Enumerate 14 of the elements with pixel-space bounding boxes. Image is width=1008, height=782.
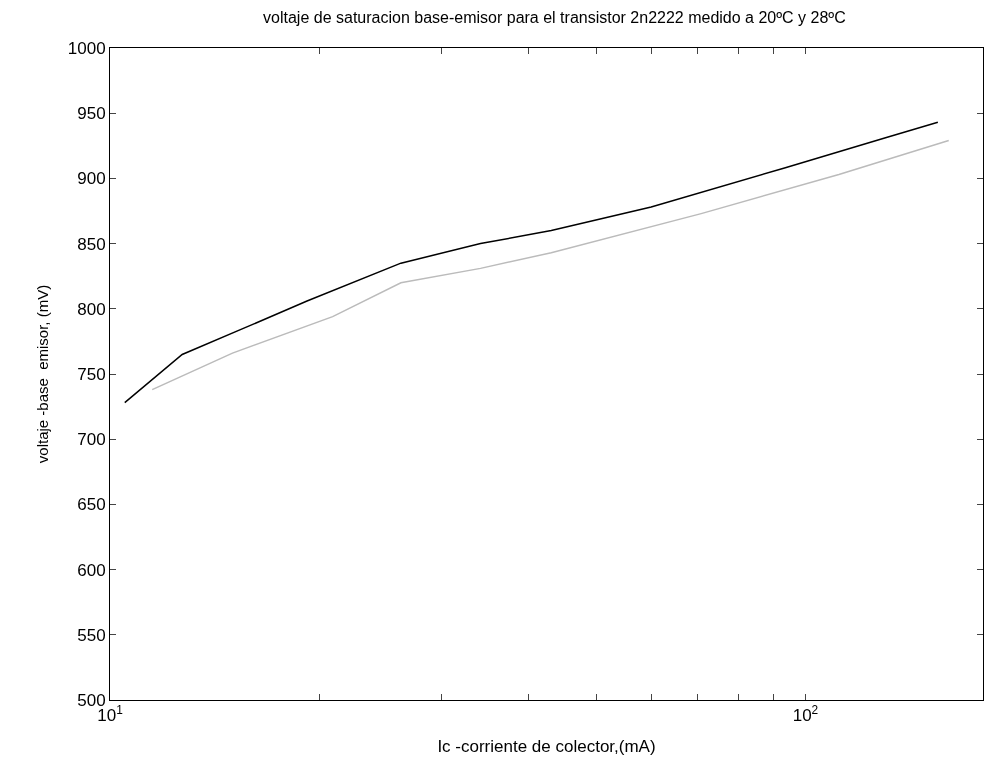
x-axis-title: Ic -corriente de colector,(mA): [437, 736, 656, 756]
y-axis-title: voltaje -base emisor, (mV): [34, 284, 52, 464]
y-tick-label: 600: [77, 560, 106, 580]
y-tick-label: 900: [77, 169, 106, 189]
y-tick-label: 700: [77, 430, 106, 450]
y-tick-label: 950: [77, 104, 106, 124]
chart-title: voltaje de saturacion base-emisor para el transistor 2n2222 medido a 20ºC y 28ºC: [263, 8, 846, 26]
y-tick-label: 650: [77, 495, 106, 515]
y-tick-label: 850: [77, 234, 106, 254]
y-tick-label: 800: [77, 299, 106, 319]
x-tick-label: 10$^{2}$: [792, 703, 819, 726]
y-tick-label: 550: [77, 625, 106, 645]
y-tick-label: 1000: [67, 38, 106, 58]
y-tick-label: 750: [77, 364, 106, 384]
